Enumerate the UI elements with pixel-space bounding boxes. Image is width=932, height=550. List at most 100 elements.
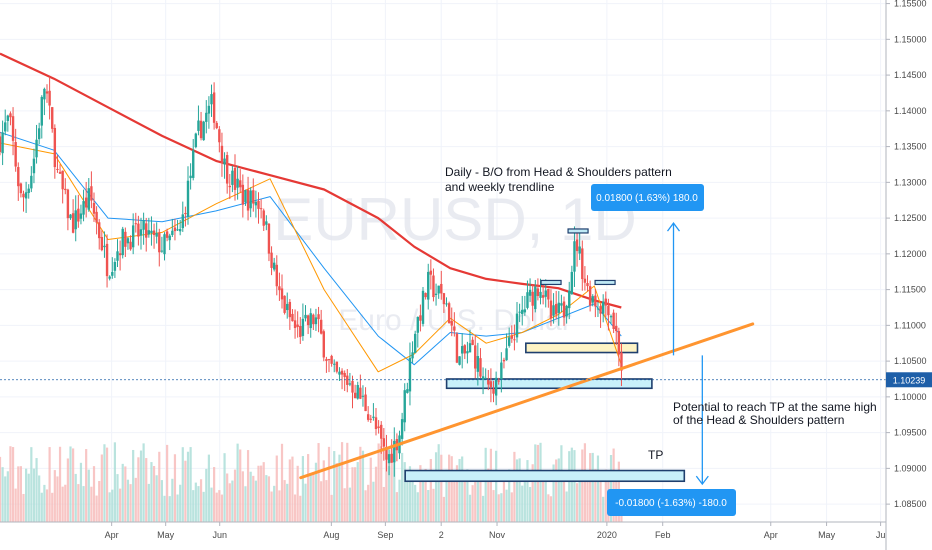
candle-body xyxy=(108,276,111,279)
price-tick-label: 1.10500 xyxy=(894,356,927,366)
candle-body xyxy=(259,208,263,210)
volume-bar xyxy=(233,469,237,522)
volume-bar xyxy=(508,469,511,522)
candle-body xyxy=(228,185,231,188)
candle-body xyxy=(11,116,15,141)
volume-bar xyxy=(299,495,302,522)
volume-bar xyxy=(487,468,490,522)
volume-bar xyxy=(458,458,461,522)
volume-bar xyxy=(283,480,286,522)
volume-bar xyxy=(393,446,396,522)
candle-body xyxy=(218,129,221,143)
volume-bar xyxy=(434,452,438,522)
time-tick-label: 2020 xyxy=(597,530,617,540)
time-axis[interactable]: Apr May Jun Aug Sep 2 Nov 2020 Feb Apr May Ju xyxy=(0,521,886,540)
candle-body xyxy=(393,440,396,463)
candle-body xyxy=(246,189,250,211)
shoulder-mark xyxy=(567,228,589,234)
candle-body xyxy=(460,346,464,354)
volume-bar xyxy=(301,456,304,522)
volume-bar xyxy=(578,469,581,522)
measure-box-up xyxy=(591,184,704,211)
candle-body xyxy=(66,189,70,219)
volume-bar xyxy=(134,477,137,522)
candle-body xyxy=(620,352,623,371)
volume-bar xyxy=(6,471,9,522)
candle-body xyxy=(314,317,318,325)
volume-bar xyxy=(320,481,323,522)
candle-body xyxy=(447,303,451,324)
shoulder-mark xyxy=(540,279,562,286)
time-tick-label: May xyxy=(818,530,836,540)
volume-bar xyxy=(398,479,401,522)
volume-bar xyxy=(521,485,524,522)
volume-bar xyxy=(288,459,291,522)
candle-body xyxy=(534,286,537,310)
candle-body xyxy=(239,180,242,188)
candle-body xyxy=(40,96,43,126)
volume-bar xyxy=(442,496,446,522)
volume-bar xyxy=(466,469,469,522)
volume-bar xyxy=(505,489,508,522)
candle-body xyxy=(92,202,96,214)
volume-bar xyxy=(278,490,281,522)
volume-bar xyxy=(260,465,263,522)
volume-bars xyxy=(0,442,623,522)
candle-body xyxy=(361,395,365,397)
candle-body xyxy=(131,225,135,248)
candle-body xyxy=(544,290,547,297)
volume-bar xyxy=(147,483,150,522)
candle-body xyxy=(487,379,490,385)
candle-body xyxy=(199,120,203,139)
candle-body xyxy=(270,252,273,268)
volume-bar xyxy=(72,448,75,522)
candle-body xyxy=(500,362,503,380)
volume-bar xyxy=(171,478,174,522)
candle-body xyxy=(419,315,422,321)
candle-body xyxy=(416,316,419,333)
volume-bar xyxy=(197,486,200,522)
candle-body xyxy=(581,248,584,280)
candle-body xyxy=(374,417,378,430)
candle-body xyxy=(272,262,276,270)
candle-body xyxy=(549,300,553,319)
candle-body xyxy=(186,180,190,217)
volume-bar xyxy=(45,489,49,522)
volume-bar xyxy=(98,481,101,522)
candle-body xyxy=(291,313,294,322)
candle-body xyxy=(184,213,187,215)
volume-bar xyxy=(612,448,615,522)
volume-bar xyxy=(382,486,385,522)
volume-bar xyxy=(351,467,354,522)
candle-body xyxy=(434,293,438,295)
volume-bar xyxy=(387,466,391,522)
candle-body xyxy=(466,351,469,354)
candle-body xyxy=(330,355,333,364)
candle-body xyxy=(19,183,23,194)
volume-bar xyxy=(77,484,80,522)
candle-body xyxy=(309,313,312,329)
volume-bar xyxy=(61,486,64,522)
candle-body xyxy=(319,319,323,334)
candle-body xyxy=(560,303,563,306)
price-tick-label: 1.12500 xyxy=(894,213,927,223)
candle-body xyxy=(515,313,519,338)
volume-bar xyxy=(87,469,90,522)
candle-body xyxy=(557,302,560,313)
volume-bar xyxy=(445,469,448,522)
volume-bar xyxy=(9,446,12,522)
volume-bar xyxy=(437,444,440,522)
candle-body xyxy=(278,286,281,291)
candle-body xyxy=(562,301,566,318)
volume-bar xyxy=(32,468,36,522)
candle-body xyxy=(145,223,148,238)
price-axis[interactable]: 1.15500 1.15000 1.14500 1.14000 1.13500 1.130… xyxy=(885,0,927,550)
volume-bar xyxy=(356,462,359,522)
volume-bar xyxy=(500,493,503,522)
candles xyxy=(0,76,623,477)
candle-body xyxy=(265,221,268,225)
volume-bar xyxy=(160,480,163,522)
candle-body xyxy=(599,306,602,314)
candle-body xyxy=(617,331,621,355)
